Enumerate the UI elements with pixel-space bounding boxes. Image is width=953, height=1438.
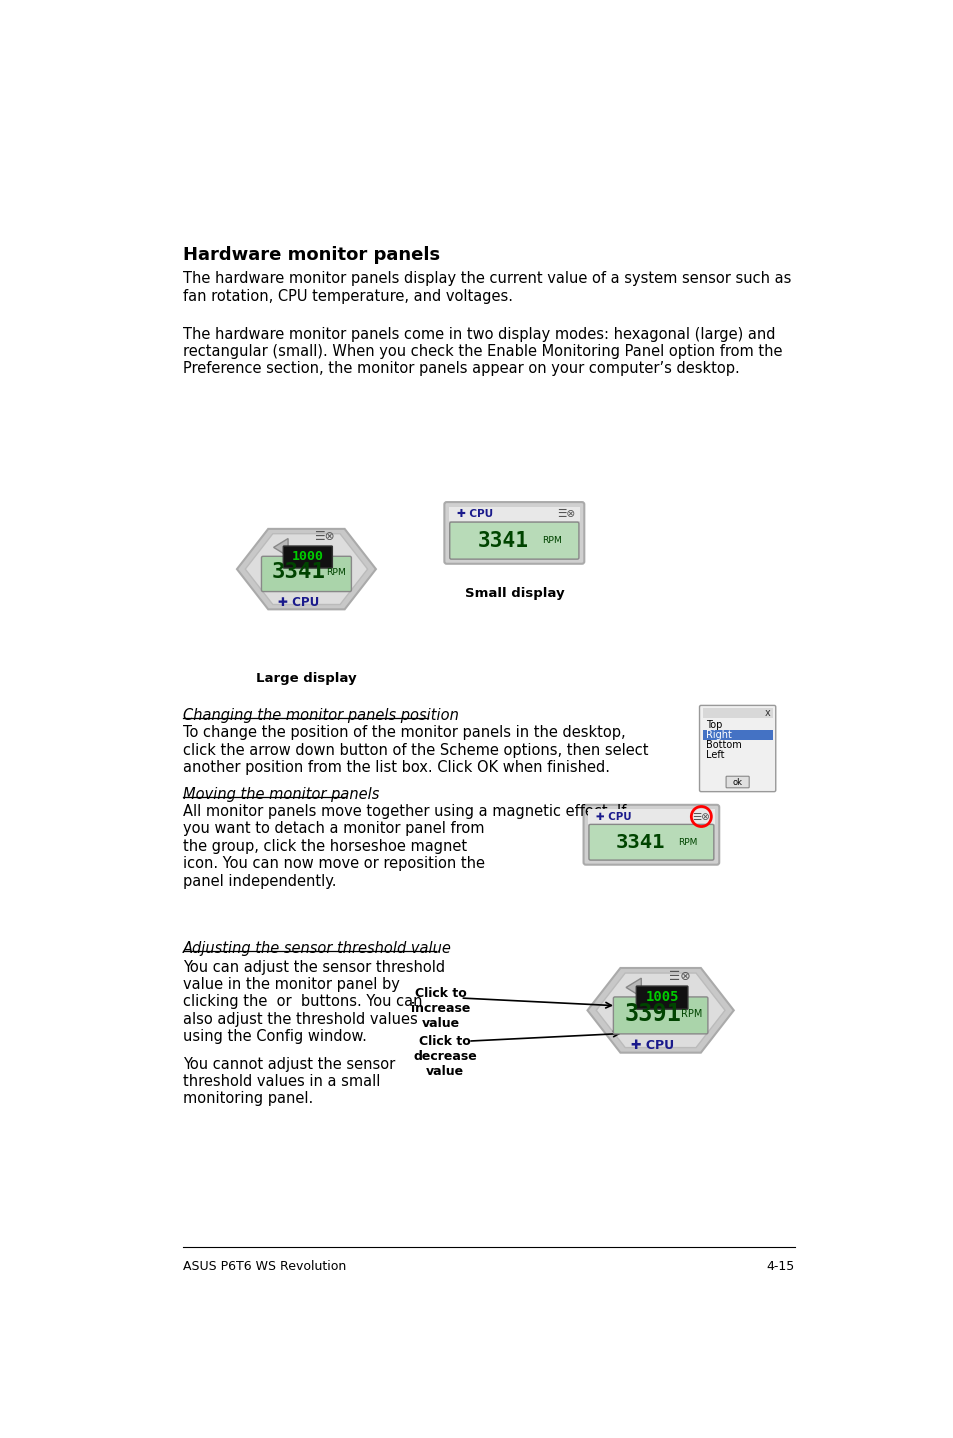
Text: ✚ CPU: ✚ CPU [456,509,493,519]
FancyBboxPatch shape [613,997,707,1034]
FancyBboxPatch shape [444,502,583,564]
Polygon shape [587,968,733,1053]
Text: RPM: RPM [678,838,698,847]
Text: Click to
decrease
value: Click to decrease value [413,1035,476,1078]
Text: RPM: RPM [542,536,561,545]
Text: 1005: 1005 [644,989,679,1004]
Text: You can adjust the sensor threshold
value in the monitor panel by
clicking the  : You can adjust the sensor threshold valu… [183,959,445,1044]
Text: 3341: 3341 [616,833,665,851]
Text: ✚ CPU: ✚ CPU [278,597,319,610]
Text: Top: Top [706,720,722,731]
FancyBboxPatch shape [699,706,775,792]
Text: To change the position of the monitor panels in the desktop,
click the arrow dow: To change the position of the monitor pa… [183,725,648,775]
FancyBboxPatch shape [261,557,351,591]
Text: ✚ CPU: ✚ CPU [596,811,631,821]
Polygon shape [274,539,288,557]
Bar [449,506,579,522]
Bar [588,810,714,824]
Text: Left: Left [706,751,724,761]
Text: Large display: Large display [255,672,356,684]
Text: ☰⊗: ☰⊗ [668,971,690,984]
Polygon shape [596,974,724,1048]
FancyBboxPatch shape [636,986,687,1009]
Bar [701,731,772,741]
Polygon shape [245,533,367,604]
Text: 3341: 3341 [477,531,528,551]
Text: Small display: Small display [464,587,563,600]
FancyBboxPatch shape [449,522,578,559]
Text: 3341: 3341 [272,562,326,582]
Text: Moving the monitor panels: Moving the monitor panels [183,787,379,802]
Text: Click to
increase
value: Click to increase value [411,988,471,1030]
FancyBboxPatch shape [583,805,719,864]
Text: RPM: RPM [325,568,345,577]
Text: ☰⊗: ☰⊗ [692,811,710,821]
Text: ok: ok [732,778,741,787]
Polygon shape [236,529,375,610]
Text: RPM: RPM [680,1009,701,1020]
Text: Changing the monitor panels position: Changing the monitor panels position [183,707,458,723]
Text: 4-15: 4-15 [765,1260,794,1273]
Text: Hardware monitor panels: Hardware monitor panels [183,246,440,263]
Text: The hardware monitor panels display the current value of a system sensor such as: The hardware monitor panels display the … [183,272,791,303]
Text: Bottom: Bottom [706,741,741,751]
Text: ASUS P6T6 WS Revolution: ASUS P6T6 WS Revolution [183,1260,346,1273]
Text: Right: Right [706,731,732,741]
Text: 3391: 3391 [624,1002,680,1025]
Polygon shape [625,978,640,997]
Text: 1000: 1000 [292,549,323,562]
Text: All monitor panels move together using a magnetic effect. If
you want to detach : All monitor panels move together using a… [183,804,626,889]
Bar [701,709,772,719]
Text: ☰⊗: ☰⊗ [314,531,335,544]
FancyBboxPatch shape [588,824,713,860]
FancyBboxPatch shape [283,546,332,568]
Text: The hardware monitor panels come in two display modes: hexagonal (large) and
rec: The hardware monitor panels come in two … [183,326,781,377]
FancyBboxPatch shape [725,777,748,788]
Text: You cannot adjust the sensor
threshold values in a small
monitoring panel.: You cannot adjust the sensor threshold v… [183,1057,395,1106]
Text: Adjusting the sensor threshold value: Adjusting the sensor threshold value [183,940,452,956]
Text: ☰⊗: ☰⊗ [557,509,575,519]
Text: ✚ CPU: ✚ CPU [631,1040,674,1053]
Text: x: x [764,709,770,719]
